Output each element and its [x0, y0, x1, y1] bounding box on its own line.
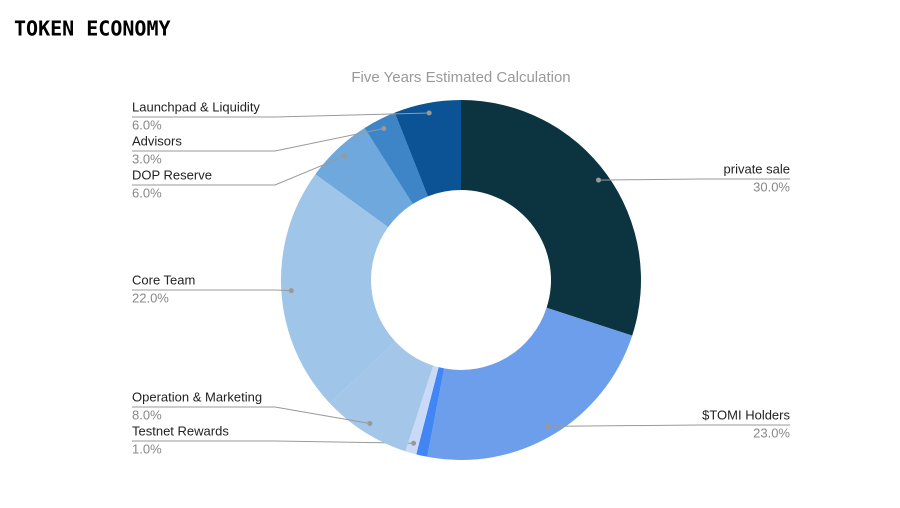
slice-value-label: 3.0%	[132, 151, 162, 166]
leader-line	[547, 424, 790, 427]
slice-label: Advisors	[132, 133, 182, 148]
leader-dot	[381, 126, 387, 132]
chart-title: Five Years Estimated Calculation	[351, 69, 570, 86]
slice-label: $TOMI Holders	[702, 407, 790, 422]
leader-dot	[596, 177, 602, 183]
leader-line	[132, 112, 430, 118]
slice-value-label: 8.0%	[132, 407, 162, 422]
leader-line	[598, 178, 790, 181]
leader-dot	[545, 423, 551, 429]
slice	[394, 100, 461, 197]
slice-value-label: 6.0%	[132, 185, 162, 200]
slice	[416, 367, 445, 457]
slice-label: private sale	[724, 161, 790, 176]
leader-line	[132, 289, 292, 292]
leader-dot	[342, 153, 348, 159]
slice-value-label: 6.0%	[132, 117, 162, 132]
slice	[329, 341, 434, 452]
slice-label: Core Team	[132, 272, 195, 287]
slice-label: Operation & Marketing	[132, 389, 262, 404]
leader-line	[132, 128, 384, 152]
leader-line	[132, 155, 345, 186]
leader-dot	[426, 110, 432, 116]
leader-line	[132, 440, 414, 444]
slice	[405, 365, 439, 455]
slice-label: DOP Reserve	[132, 167, 212, 182]
slice	[280, 174, 396, 404]
slice	[315, 128, 413, 228]
slice-label: Testnet Rewards	[132, 423, 229, 438]
slice-value-label: 30.0%	[753, 179, 790, 194]
slice	[461, 100, 642, 336]
slice-value-label: 23.0%	[753, 425, 790, 440]
leader-dot	[367, 421, 373, 427]
slice-value-label: 22.0%	[132, 290, 169, 305]
leader-dot	[411, 440, 417, 446]
slice-label: Launchpad & Liquidity	[132, 99, 260, 114]
slice-value-label: 1.0%	[132, 441, 162, 456]
slice	[427, 307, 633, 460]
slice	[364, 112, 428, 205]
page-title: TOKEN ECONOMY	[14, 17, 171, 41]
leader-line	[132, 406, 370, 425]
leader-dot	[288, 288, 294, 294]
